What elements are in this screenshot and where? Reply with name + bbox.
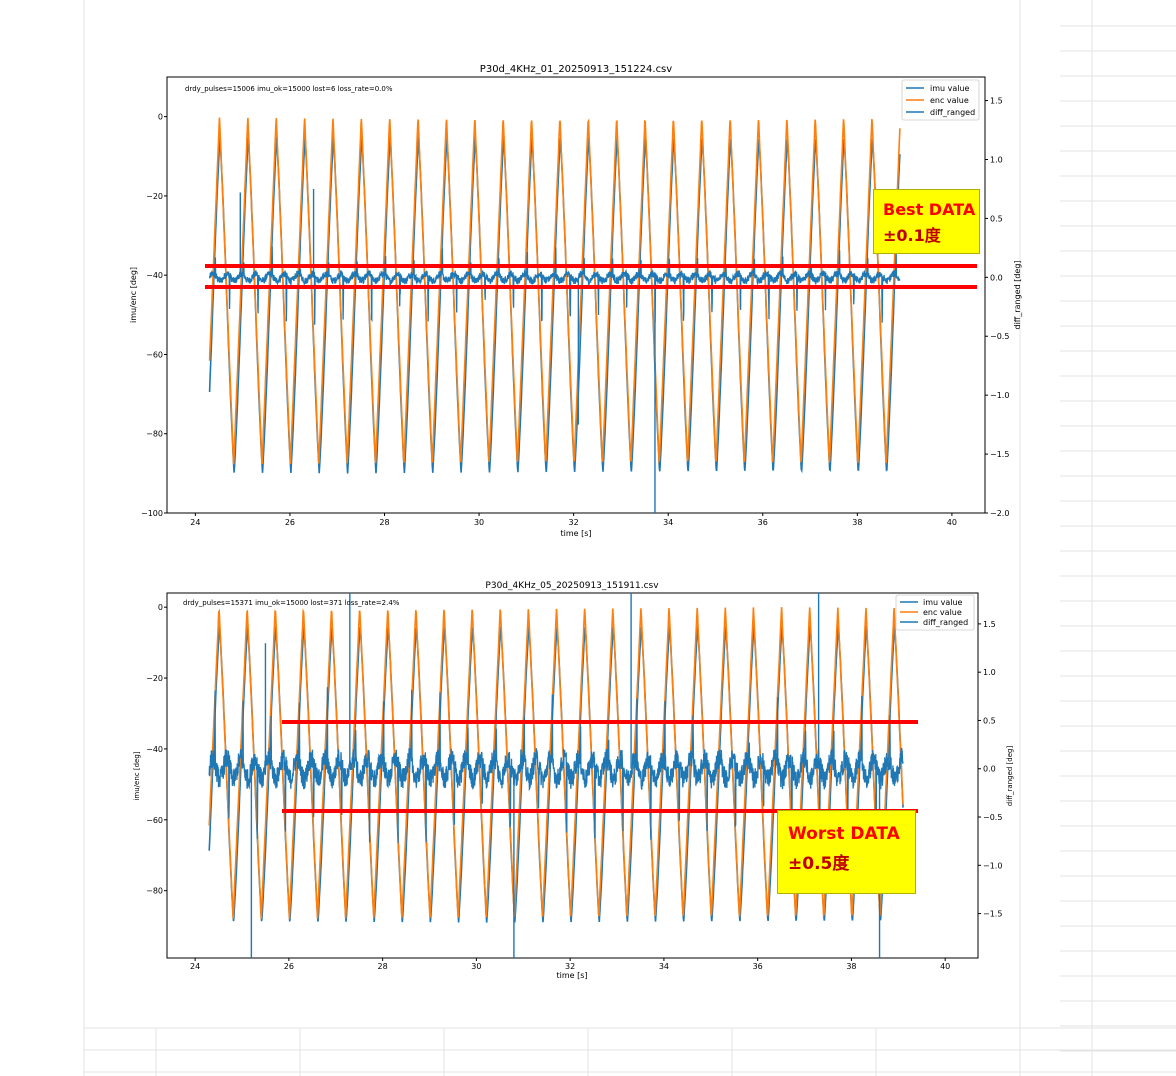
y2-tick-label: 0.5 bbox=[983, 716, 996, 725]
worst-data-note-range: ±0.5度 bbox=[788, 854, 850, 874]
series-diff-ranged bbox=[208, 687, 904, 844]
x-tick-label: 28 bbox=[378, 962, 388, 971]
series-diff-ranged bbox=[208, 246, 901, 325]
chart-2-legend-diff: diff_ranged bbox=[923, 618, 968, 627]
y-tick-label: −40 bbox=[146, 745, 163, 754]
x-tick-label: 36 bbox=[758, 518, 768, 527]
chart-2-y2-ticks: 1.5 1.0 0.5 0.0 −0.5 −1.0 −1.5 bbox=[978, 620, 1002, 919]
y2-tick-label: −0.5 bbox=[990, 332, 1009, 341]
chart-1: P30d_4KHz_01_20250913_151224.csv drdy_pu… bbox=[129, 64, 1022, 538]
y-tick-label: −20 bbox=[146, 674, 163, 683]
chart-1-legend-imu: imu value bbox=[930, 84, 970, 93]
y2-tick-label: 0.5 bbox=[990, 214, 1003, 223]
chart-1-y-axis-label: imu/enc [deg] bbox=[129, 267, 138, 323]
chart-2-legend-enc: enc value bbox=[923, 608, 962, 617]
y2-tick-label: −0.5 bbox=[983, 813, 1002, 822]
chart-1-legend-diff: diff_ranged bbox=[930, 108, 975, 117]
y2-tick-label: 1.5 bbox=[990, 97, 1003, 106]
y-tick-label: 0 bbox=[158, 603, 163, 612]
chart-1-y2-axis-label: diff_ranged [deg] bbox=[1013, 260, 1022, 329]
y-tick-label: −60 bbox=[146, 816, 163, 825]
x-tick-label: 24 bbox=[190, 962, 200, 971]
x-tick-label: 34 bbox=[659, 962, 669, 971]
x-tick-label: 40 bbox=[940, 962, 950, 971]
x-tick-label: 30 bbox=[471, 962, 481, 971]
y-tick-label: −80 bbox=[146, 887, 163, 896]
x-tick-label: 24 bbox=[190, 518, 200, 527]
chart-2-legend-imu: imu value bbox=[923, 598, 963, 607]
x-tick-label: 32 bbox=[565, 962, 575, 971]
chart-1-y2-ticks: 1.5 1.0 0.5 0.0 −0.5 −1.0 −1.5 −2.0 bbox=[985, 97, 1009, 518]
x-tick-label: 38 bbox=[852, 518, 862, 527]
chart-2-series bbox=[208, 593, 904, 958]
y2-tick-label: −1.0 bbox=[983, 861, 1002, 870]
chart-2-title: P30d_4KHz_05_20250913_151911.csv bbox=[485, 581, 659, 591]
chart-2-y2-axis-label: diff_ranged [deg] bbox=[1006, 746, 1014, 807]
chart-1-stats: drdy_pulses=15006 imu_ok=15000 lost=6 lo… bbox=[185, 85, 393, 93]
y-tick-label: −100 bbox=[141, 509, 163, 518]
series-enc-value bbox=[208, 117, 901, 465]
y2-tick-label: 0.0 bbox=[983, 765, 996, 774]
chart-1-title: P30d_4KHz_01_20250913_151224.csv bbox=[480, 64, 672, 75]
chart-1-x-ticks: 24 26 28 30 32 34 36 38 40 bbox=[190, 513, 957, 527]
worst-data-note-title: Worst DATA bbox=[788, 824, 900, 844]
x-tick-label: 40 bbox=[947, 518, 957, 527]
best-data-note-title: Best DATA bbox=[883, 200, 976, 219]
chart-1-legend: imu value enc value diff_ranged bbox=[901, 79, 980, 121]
y2-tick-label: −1.0 bbox=[990, 391, 1009, 400]
y2-tick-label: −1.5 bbox=[990, 450, 1009, 459]
y-tick-label: −60 bbox=[146, 350, 163, 359]
chart-1-y-ticks: 0 −20 −40 −60 −80 −100 bbox=[141, 113, 167, 518]
x-tick-label: 38 bbox=[846, 962, 856, 971]
y-tick-label: 0 bbox=[158, 113, 163, 122]
best-data-note: Best DATA ±0.1度 bbox=[873, 189, 980, 254]
y-tick-label: −20 bbox=[146, 192, 163, 201]
y2-tick-label: −2.0 bbox=[990, 509, 1009, 518]
x-tick-label: 30 bbox=[474, 518, 484, 527]
x-tick-label: 26 bbox=[284, 962, 294, 971]
chart-1-x-axis-label: time [s] bbox=[560, 529, 591, 538]
best-data-note-range: ±0.1度 bbox=[883, 226, 941, 245]
x-tick-label: 34 bbox=[663, 518, 673, 527]
y2-tick-label: 1.0 bbox=[990, 155, 1003, 164]
chart-2-y-ticks: 0 −20 −40 −60 −80 bbox=[146, 603, 167, 896]
worst-data-note: Worst DATA ±0.5度 bbox=[777, 810, 916, 894]
x-tick-label: 32 bbox=[569, 518, 579, 527]
chart-1-legend-enc: enc value bbox=[930, 96, 969, 105]
y2-tick-label: 1.0 bbox=[983, 668, 996, 677]
chart-2-legend: imu value enc value diff_ranged bbox=[895, 594, 975, 631]
chart-2: P30d_4KHz_05_20250913_151911.csv drdy_pu… bbox=[133, 581, 1014, 980]
y2-tick-label: −1.5 bbox=[983, 910, 1002, 919]
chart-2-y-axis-label: imu/enc [deg] bbox=[133, 751, 141, 800]
chart-2-stats: drdy_pulses=15371 imu_ok=15000 lost=371 … bbox=[183, 599, 400, 607]
x-tick-label: 28 bbox=[379, 518, 389, 527]
y-tick-label: −40 bbox=[146, 271, 163, 280]
x-tick-label: 36 bbox=[753, 962, 763, 971]
y2-tick-label: 0.0 bbox=[990, 273, 1003, 282]
chart-2-x-axis-label: time [s] bbox=[556, 971, 587, 980]
y-tick-label: −80 bbox=[146, 430, 163, 439]
y2-tick-label: 1.5 bbox=[983, 620, 996, 629]
chart-2-x-ticks: 24 26 28 30 32 34 36 38 40 bbox=[190, 958, 950, 971]
x-tick-label: 26 bbox=[285, 518, 295, 527]
